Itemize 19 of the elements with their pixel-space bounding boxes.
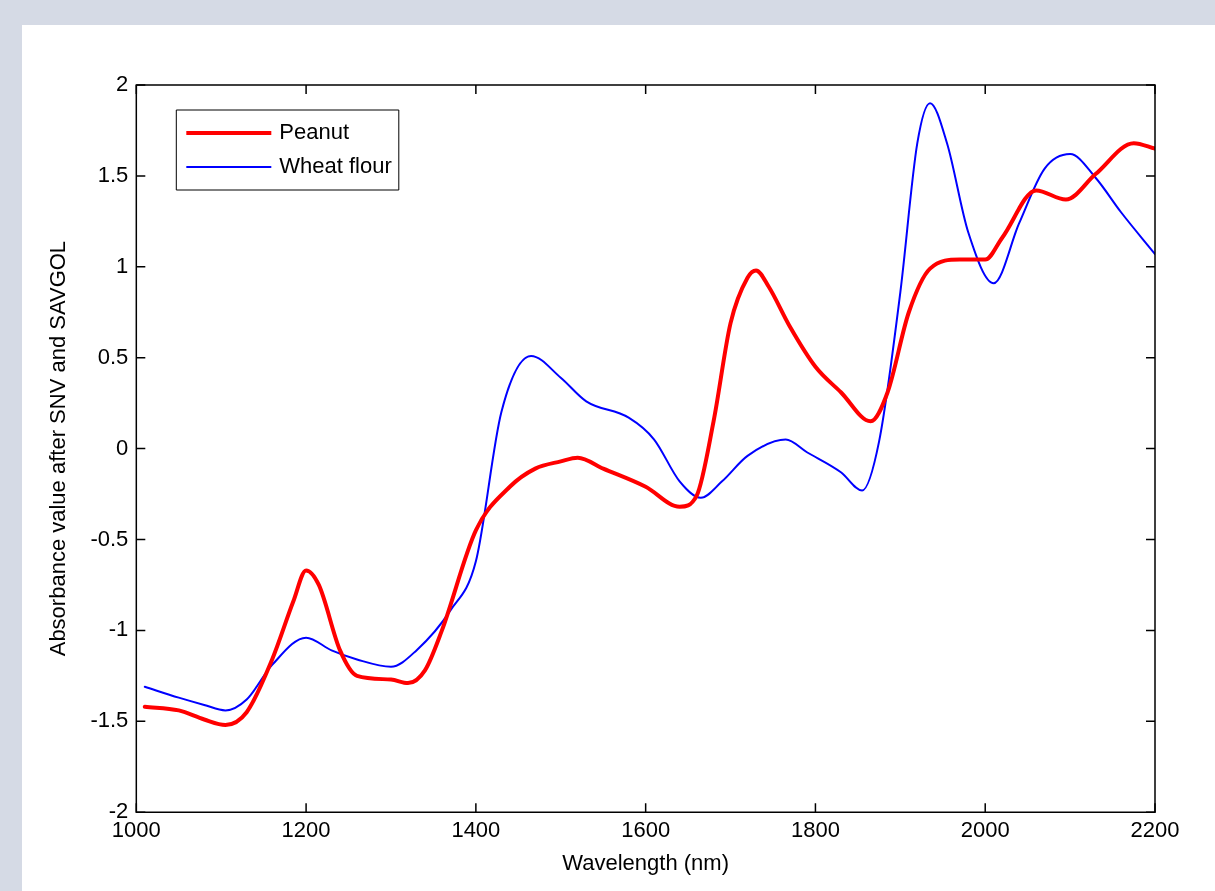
- legend-label: Peanut: [279, 119, 350, 145]
- y-axis-title: Absorbance value after SNV and SAVGOL: [45, 240, 71, 657]
- y-tick-label: -1: [108, 616, 129, 642]
- y-tick-label: 2: [116, 71, 129, 97]
- x-axis-title: Wavelength (nm): [562, 849, 729, 875]
- y-tick-label: 0: [116, 434, 129, 460]
- y-tick-label: -1.5: [90, 707, 129, 733]
- x-tick-label: 1000: [111, 817, 161, 843]
- x-tick-label: 1400: [451, 817, 501, 843]
- y-tick-label: 1: [116, 252, 129, 278]
- y-tick-label: 1.5: [97, 161, 129, 187]
- x-tick-label: 1200: [281, 817, 331, 843]
- y-tick-label: 0.5: [97, 343, 129, 369]
- x-tick-label: 1800: [790, 817, 840, 843]
- x-tick-label: 1600: [621, 817, 671, 843]
- x-tick-label: 2000: [960, 817, 1010, 843]
- legend-label: Wheat flour: [279, 153, 392, 179]
- y-tick-label: -0.5: [90, 525, 129, 551]
- x-tick-label: 2200: [1130, 817, 1180, 843]
